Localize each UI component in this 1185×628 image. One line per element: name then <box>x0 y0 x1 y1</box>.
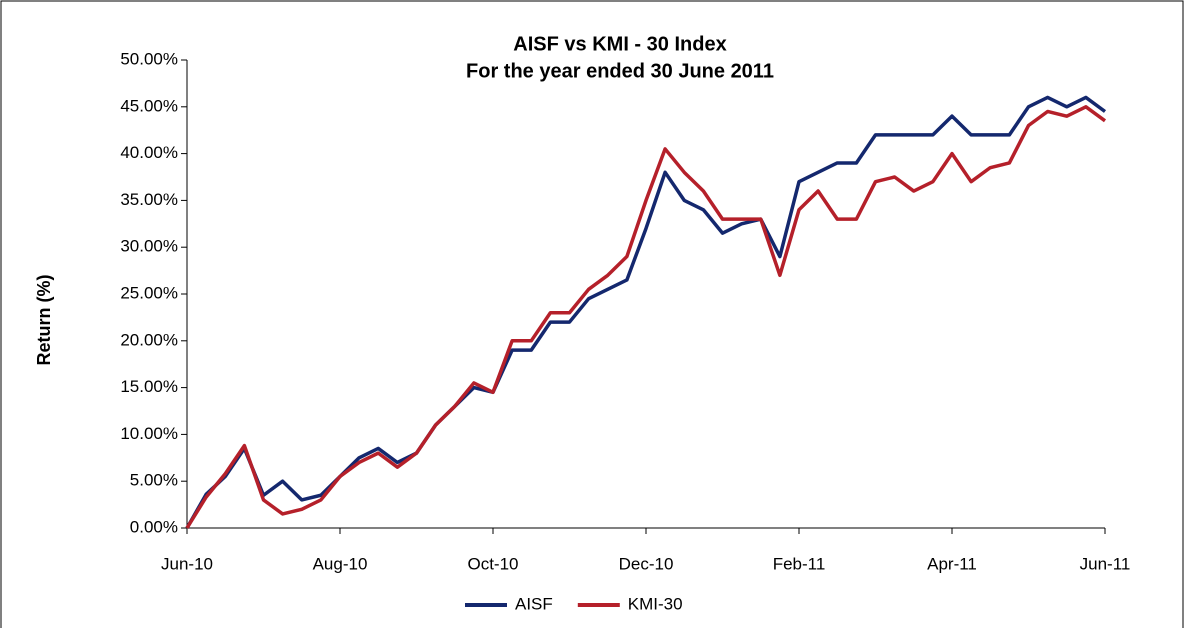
x-tick-label: Dec-10 <box>619 554 674 573</box>
y-tick-label: 35.00% <box>120 190 178 209</box>
chart-subtitle: For the year ended 30 June 2011 <box>466 60 774 82</box>
x-tick-label: Aug-10 <box>313 554 368 573</box>
y-tick-label: 10.00% <box>120 424 178 443</box>
y-tick-label: 25.00% <box>120 283 178 302</box>
chart-title: AISF vs KMI - 30 Index <box>513 33 726 55</box>
y-tick-label: 30.00% <box>120 237 178 256</box>
y-tick-label: 40.00% <box>120 143 178 162</box>
line-series <box>185 105 1107 529</box>
legend-label: AISF <box>515 594 553 613</box>
x-tick-label: Oct-10 <box>467 554 518 573</box>
y-tick-label: 50.00% <box>120 49 178 68</box>
x-tick-label: Apr-11 <box>927 554 977 573</box>
y-tick-label: 45.00% <box>120 96 178 115</box>
x-tick-label: Feb-11 <box>773 554 826 573</box>
legend-label: KMI-30 <box>628 594 683 613</box>
y-tick-label: 20.00% <box>120 330 178 349</box>
y-tick-label: 5.00% <box>130 471 178 490</box>
x-tick-label: Jun-10 <box>161 554 213 573</box>
y-axis-label: Return (%) <box>34 275 54 366</box>
y-tick-label: 15.00% <box>120 377 178 396</box>
y-tick-label: 0.00% <box>130 517 178 536</box>
x-tick-label: Jun-11 <box>1080 554 1131 573</box>
